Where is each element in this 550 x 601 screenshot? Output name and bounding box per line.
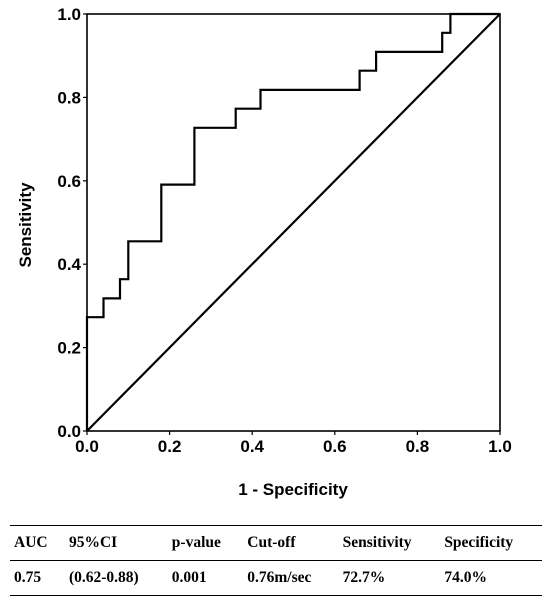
x-tick-label: 0.0 bbox=[75, 437, 99, 456]
cell-p-value: 0.001 bbox=[171, 569, 207, 586]
x-axis-ticks: 0.0 0.2 0.4 0.6 0.8 1.0 bbox=[75, 431, 512, 456]
cell-sensitivity: 72.7% bbox=[342, 569, 386, 586]
header-cut-off: Cut-off bbox=[247, 534, 296, 551]
cell-ci: (0.62-0.88) bbox=[68, 569, 139, 586]
reference-diagonal-line bbox=[86, 13, 501, 432]
y-tick-label: 0.0 bbox=[57, 422, 81, 441]
plot-area bbox=[85, 12, 501, 432]
x-axis-label: 1 - Specificity bbox=[238, 480, 348, 499]
roc-stats-table: AUC 95%CI p-value Cut-off Sensitivity Sp… bbox=[10, 525, 542, 596]
table-row: 0.75 (0.62-0.88) 0.001 0.76m/sec 72.7% 7… bbox=[10, 561, 542, 596]
x-tick-label: 0.8 bbox=[406, 437, 430, 456]
table-header-row: AUC 95%CI p-value Cut-off Sensitivity Sp… bbox=[10, 525, 542, 561]
y-tick-label: 0.8 bbox=[57, 88, 81, 107]
header-specificity: Specificity bbox=[444, 534, 514, 551]
plot-frame bbox=[86, 13, 501, 432]
roc-curve-line bbox=[85, 12, 500, 431]
y-axis-label: Sensitivity bbox=[16, 182, 35, 268]
cell-specificity: 74.0% bbox=[444, 569, 487, 586]
x-tick-label: 0.4 bbox=[240, 437, 264, 456]
header-p-value: p-value bbox=[171, 534, 221, 551]
y-tick-label: 0.4 bbox=[57, 255, 81, 274]
y-tick-label: 1.0 bbox=[57, 5, 81, 24]
header-sensitivity: Sensitivity bbox=[342, 534, 412, 551]
x-tick-label: 0.6 bbox=[323, 437, 347, 456]
y-tick-label: 0.6 bbox=[57, 172, 81, 191]
y-axis-ticks: 0.0 0.2 0.4 0.6 0.8 1.0 bbox=[57, 5, 87, 441]
roc-chart: 0.0 0.2 0.4 0.6 0.8 1.0 0.0 0.2 0.4 0.6 0.8 1.0 1 … bbox=[16, 5, 512, 499]
cell-cut-off: 0.76m/sec bbox=[247, 569, 312, 586]
x-tick-label: 1.0 bbox=[488, 437, 512, 456]
cell-auc: 0.75 bbox=[14, 569, 42, 586]
y-tick-label: 0.2 bbox=[57, 339, 81, 358]
header-auc: AUC bbox=[14, 534, 48, 551]
header-ci: 95%CI bbox=[68, 534, 118, 551]
x-tick-label: 0.2 bbox=[158, 437, 182, 456]
